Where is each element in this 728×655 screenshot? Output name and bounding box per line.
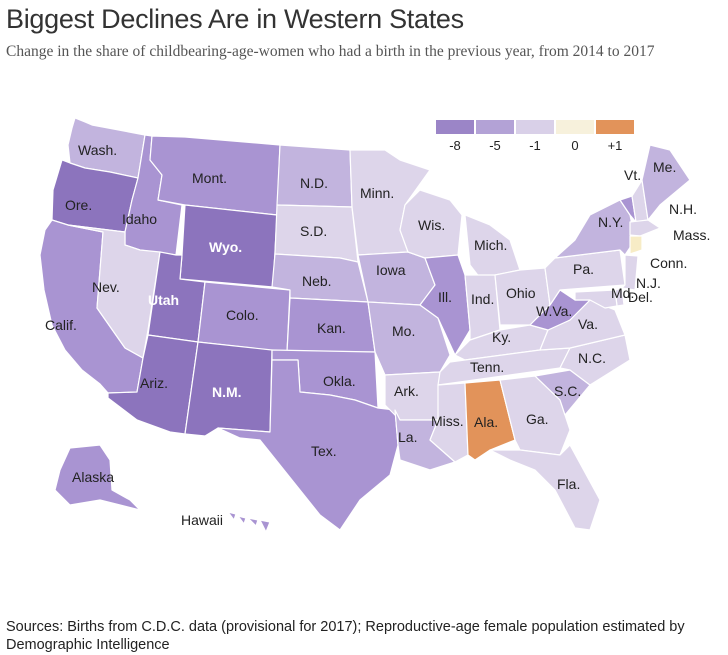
state-label-wy: Wyo. [209, 239, 242, 255]
state-label-tn: Tenn. [470, 359, 504, 375]
sources-note: Sources: Births from C.D.C. data (provis… [6, 619, 685, 653]
state-label-or: Ore. [65, 197, 92, 213]
state-label-tx: Tex. [311, 443, 337, 459]
state-label-az: Ariz. [140, 375, 168, 391]
state-label-wa: Wash. [78, 142, 117, 158]
state-label-mi: Mich. [474, 237, 507, 253]
state-label-sd: S.D. [300, 223, 327, 239]
state-label-nd: N.D. [300, 175, 328, 191]
state-label-ct: Conn. [650, 255, 687, 271]
legend-label: -1 [529, 138, 541, 153]
state-label-ks: Kan. [317, 320, 346, 336]
state-md[interactable] [574, 289, 618, 309]
state-label-ky: Ky. [492, 329, 511, 345]
state-label-sc: S.C. [554, 383, 581, 399]
state-ma[interactable] [629, 219, 661, 237]
legend-label: +1 [607, 138, 623, 153]
state-sc[interactable] [534, 369, 591, 416]
state-label-ok: Okla. [323, 373, 356, 389]
state-label-wi: Wis. [418, 217, 445, 233]
legend-swatch [596, 120, 634, 134]
state-nj[interactable] [621, 254, 639, 291]
legend-label: -5 [489, 138, 501, 153]
state-label-wv: W.Va. [536, 303, 572, 319]
state-label-ia: Iowa [376, 262, 406, 278]
state-label-mn: Minn. [360, 185, 394, 201]
state-label-nc: N.C. [578, 350, 606, 366]
state-tx[interactable] [217, 359, 399, 531]
state-label-me: Me. [653, 159, 676, 175]
state-label-ca: Calif. [45, 317, 77, 333]
state-wy[interactable] [179, 204, 278, 288]
legend-swatch [436, 120, 474, 134]
state-label-la: La. [398, 429, 417, 445]
state-label-ny: N.Y. [598, 214, 623, 230]
state-label-ga: Ga. [526, 411, 549, 427]
state-label-co: Colo. [226, 307, 259, 323]
state-label-id: Idaho [122, 211, 157, 227]
state-label-nj: N.J. [636, 275, 661, 291]
state-label-vt: Vt. [624, 167, 641, 183]
page-subtitle: Change in the share of childbearing-age-… [6, 43, 655, 60]
state-label-ut: Utah [148, 292, 179, 308]
state-label-fl: Fla. [557, 476, 580, 492]
state-label-ne: Neb. [302, 273, 332, 289]
state-label-mo: Mo. [392, 323, 415, 339]
legend-swatch [556, 120, 594, 134]
legend-label: -8 [449, 138, 461, 153]
state-label-de: Del. [628, 289, 653, 305]
state-fl[interactable] [489, 444, 601, 531]
legend-swatch [516, 120, 554, 134]
state-label-oh: Ohio [506, 285, 536, 301]
state-label-ar: Ark. [394, 383, 419, 399]
state-label-al: Ala. [474, 414, 498, 430]
state-label-nv: Nev. [92, 279, 120, 295]
state-ia[interactable] [357, 251, 436, 306]
state-label-mt: Mont. [192, 170, 227, 186]
state-label-il: Ill. [438, 289, 452, 305]
legend-label: 0 [571, 138, 579, 153]
state-label-ak: Alaska [72, 469, 114, 485]
us-map: Wash. Ore. Calif. Idaho Nev. Mont. Wyo. Utah Ari… [39, 117, 710, 533]
state-label-hi: Hawaii [181, 512, 223, 528]
legend-swatch [476, 120, 514, 134]
state-ct[interactable] [629, 235, 643, 255]
page-title: Biggest Declines Are in Western States [6, 4, 464, 34]
state-label-ms: Miss. [431, 413, 464, 429]
state-label-in: Ind. [471, 291, 494, 307]
state-label-md: Md. [611, 285, 634, 301]
state-nv[interactable] [67, 224, 161, 359]
state-label-ma: Mass. [673, 227, 710, 243]
state-ak[interactable] [54, 444, 141, 511]
state-label-va: Va. [578, 316, 598, 332]
state-label-pa: Pa. [573, 261, 594, 277]
state-hi[interactable] [227, 511, 271, 533]
state-label-nh: N.H. [669, 201, 697, 217]
state-label-nm: N.M. [212, 384, 242, 400]
